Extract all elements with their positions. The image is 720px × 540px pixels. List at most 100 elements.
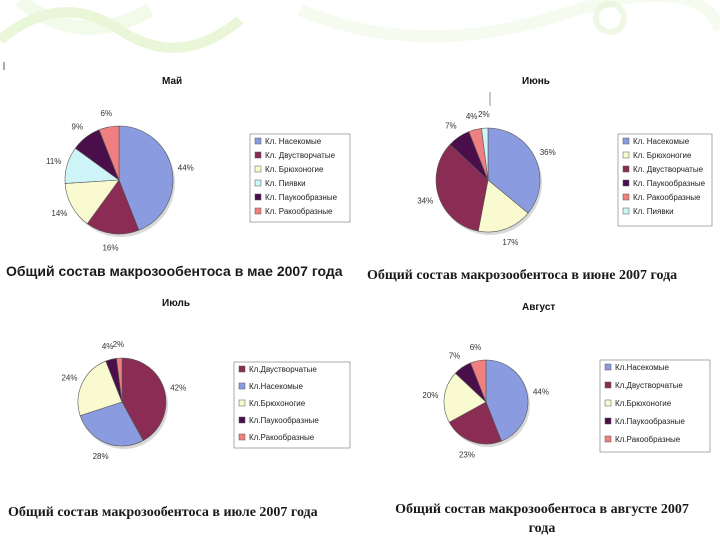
slice-label: 17%	[502, 238, 518, 247]
slice-label: 23%	[459, 451, 475, 460]
chart-may: Май 44% 16% 14% 11% 9% 6% Кл. Насекомые Кл. Дв…	[46, 76, 351, 253]
legend-swatch	[622, 179, 630, 187]
legend-swatch	[604, 417, 612, 425]
caption-august: Общий состав макрозообентоса в августе 2…	[395, 502, 689, 536]
slice-label: 4%	[102, 342, 114, 351]
pie-slice	[435, 143, 489, 232]
legend: Кл.Двустворчатые Кл.Насекомые Кл.Брюхоноги…	[233, 361, 351, 449]
slice-label: 9%	[72, 122, 84, 131]
legend-swatch	[238, 399, 246, 407]
slice-label: 24%	[61, 373, 77, 382]
legend: Кл. Насекомые Кл. Брюхоногие Кл. Двустворч…	[617, 133, 713, 227]
pie-slice	[481, 127, 489, 181]
legend-swatch	[254, 207, 262, 215]
pie-slice	[487, 127, 541, 214]
legend-swatch	[238, 416, 246, 424]
legend-entry: Кл. Ракообразные	[633, 193, 701, 202]
legend-entry: Кл.Двустворчатые	[615, 381, 683, 390]
chart-title: Июль	[162, 298, 190, 309]
legend-box	[599, 359, 711, 453]
legend-entry: Кл.Паукообразные	[249, 416, 319, 425]
legend-entry: Кл.Паукообразные	[615, 417, 685, 426]
slice-label: 6%	[101, 109, 113, 118]
legend-entry: Кл.Ракообразные	[615, 435, 681, 444]
legend-entry: Кл. Пиявки	[265, 179, 306, 188]
slice-label: 7%	[445, 121, 457, 130]
slice-label: 36%	[540, 148, 556, 157]
pie-slice	[118, 125, 174, 231]
pie-slice	[79, 401, 144, 447]
legend-swatch	[238, 365, 246, 373]
chart-july: Июль 42% 28% 24% 4% 2% Кл.Двустворчатые Кл.На…	[61, 298, 351, 461]
legend-swatch	[604, 435, 612, 443]
slice-label: 20%	[422, 391, 438, 400]
slice-label: 42%	[170, 384, 186, 393]
decorative-background	[0, 0, 720, 70]
legend-swatch	[622, 137, 630, 145]
legend-entry: Кл.Брюхоногие	[249, 399, 306, 408]
chart-title: Май	[162, 76, 182, 87]
chart-title: Август	[522, 302, 555, 313]
legend-entry: Кл.Ракообразные	[249, 433, 315, 442]
legend: Кл.Насекомые Кл.Двустворчатые Кл.Брюхоноги…	[599, 359, 711, 453]
slice-label: 2%	[113, 340, 125, 349]
slice-label: 14%	[51, 209, 67, 218]
pie-slice	[477, 179, 529, 233]
pie-slice	[121, 357, 167, 441]
legend-swatch	[238, 382, 246, 390]
pie-slice	[116, 357, 123, 403]
slice-label: 4%	[466, 112, 478, 121]
slice-label: 6%	[470, 343, 482, 352]
legend-entry: Кл. Насекомые	[633, 137, 690, 146]
chart-june: Июнь 36% 17% 34% 7% 4% 2% Кл. Насекомые Кл. Бр…	[417, 76, 713, 247]
legend-swatch	[254, 165, 262, 173]
legend-entry: Кл. Ракообразные	[265, 207, 333, 216]
legend-entry: Кл.Насекомые	[249, 382, 304, 391]
slice-label: 44%	[178, 163, 194, 172]
pie: 44% 16% 14% 11% 9% 6%	[46, 109, 194, 252]
legend-swatch	[622, 165, 630, 173]
legend-box	[617, 133, 713, 227]
slice-label: 7%	[449, 352, 461, 361]
slice-label: 44%	[533, 388, 549, 397]
pie: 44% 23% 20% 7% 6%	[422, 343, 549, 460]
legend-entry: Кл. Двустворчатые	[633, 165, 704, 174]
pie-slice	[485, 359, 529, 442]
pie-slice	[86, 179, 140, 235]
pie: 42% 28% 24% 4% 2%	[61, 340, 186, 461]
legend-entry: Кл.Двустворчатые	[249, 365, 317, 374]
pie-slice	[443, 372, 487, 423]
legend-entry: Кл. Паукообразные	[265, 193, 338, 202]
slice-label: 11%	[46, 157, 61, 166]
chart-title: Июнь	[522, 76, 550, 87]
legend-entry: Кл. Брюхоногие	[633, 151, 692, 160]
legend-box	[233, 361, 351, 449]
legend: Кл. Насекомые Кл. Двустворчатые Кл. Брюхон…	[249, 133, 351, 223]
legend-swatch	[622, 151, 630, 159]
slice-label: 2%	[478, 110, 490, 119]
legend-entry: Кл. Насекомые	[265, 137, 322, 146]
pie-slice	[98, 125, 120, 181]
legend-entry: Кл.Брюхоногие	[615, 399, 672, 408]
pie-slice	[448, 401, 502, 445]
legend-swatch	[238, 433, 246, 441]
legend-box	[249, 133, 351, 223]
legend-entry: Кл. Пиявки	[633, 207, 674, 216]
legend-entry: Кл. Брюхоногие	[265, 165, 324, 174]
legend-swatch	[604, 363, 612, 371]
legend-swatch	[622, 193, 630, 201]
legend-swatch	[254, 193, 262, 201]
legend-swatch	[604, 381, 612, 389]
slice-label: 28%	[93, 452, 109, 461]
caption-june: Общий состав макрозообентоса в июне 2007…	[367, 268, 678, 283]
legend-swatch	[622, 207, 630, 215]
legend-entry: Кл. Двустворчатые	[265, 151, 336, 160]
legend-entry: Кл. Паукообразные	[633, 179, 706, 188]
legend-entry: Кл.Насекомые	[615, 363, 670, 372]
pie-slice	[470, 359, 487, 403]
legend-swatch	[254, 137, 262, 145]
caption-may: Общий состав макрозообентоса в мае 2007 …	[6, 263, 343, 279]
slice-label: 34%	[417, 196, 433, 205]
caption-july: Общий состав макрозообентоса в июле 2007…	[8, 505, 318, 520]
legend-swatch	[254, 151, 262, 159]
